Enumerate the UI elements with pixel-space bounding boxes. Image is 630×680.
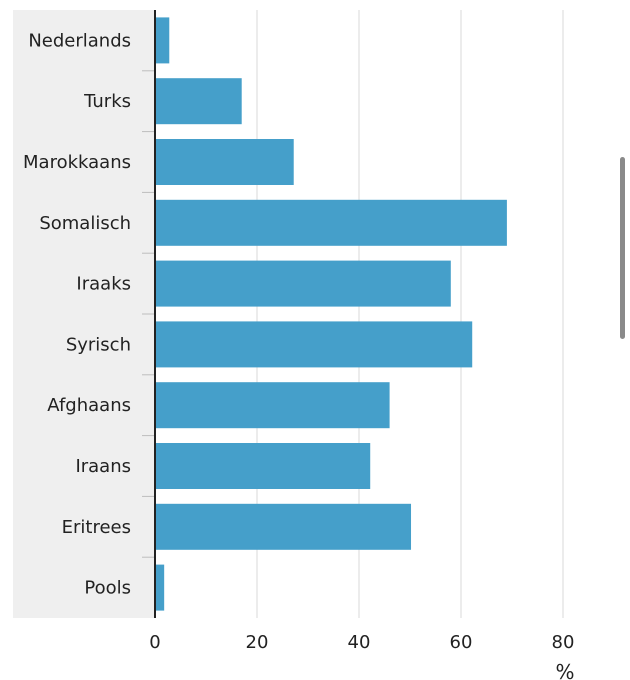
x-tick-label: 0 [149,632,160,653]
bar [155,199,507,246]
x-unit-label: % [555,660,574,680]
x-tick-label: 60 [450,632,473,653]
category-label: Marokkaans [23,152,131,173]
bar [155,443,371,489]
category-label: Turks [83,91,131,112]
category-label: Eritrees [62,517,131,538]
x-tick-labels: 0 20 40 60 80 [149,632,574,653]
bar [155,321,473,368]
x-tick-label: 80 [552,632,575,653]
x-tick-label: 20 [246,632,269,653]
category-label-panel [13,10,155,618]
category-label: Iraaks [76,274,131,295]
category-label: Iraans [75,456,131,477]
category-labels: Nederlands Turks Marokkaans Somalisch Iraaks… [23,30,131,598]
bar [155,17,170,64]
bars [155,17,507,611]
bar [155,564,165,611]
category-label: Somalisch [39,213,131,234]
category-label: Afghaans [47,395,131,416]
bar [155,139,294,185]
bar [155,503,412,550]
category-label: Nederlands [28,30,131,51]
bar [155,260,451,307]
bar [155,78,242,125]
bar [155,382,390,429]
x-tick-label: 40 [348,632,371,653]
scrollbar-thumb[interactable] [620,157,625,339]
category-ticks [142,70,155,558]
category-label: Syrisch [66,334,131,355]
category-label: Pools [84,578,131,599]
